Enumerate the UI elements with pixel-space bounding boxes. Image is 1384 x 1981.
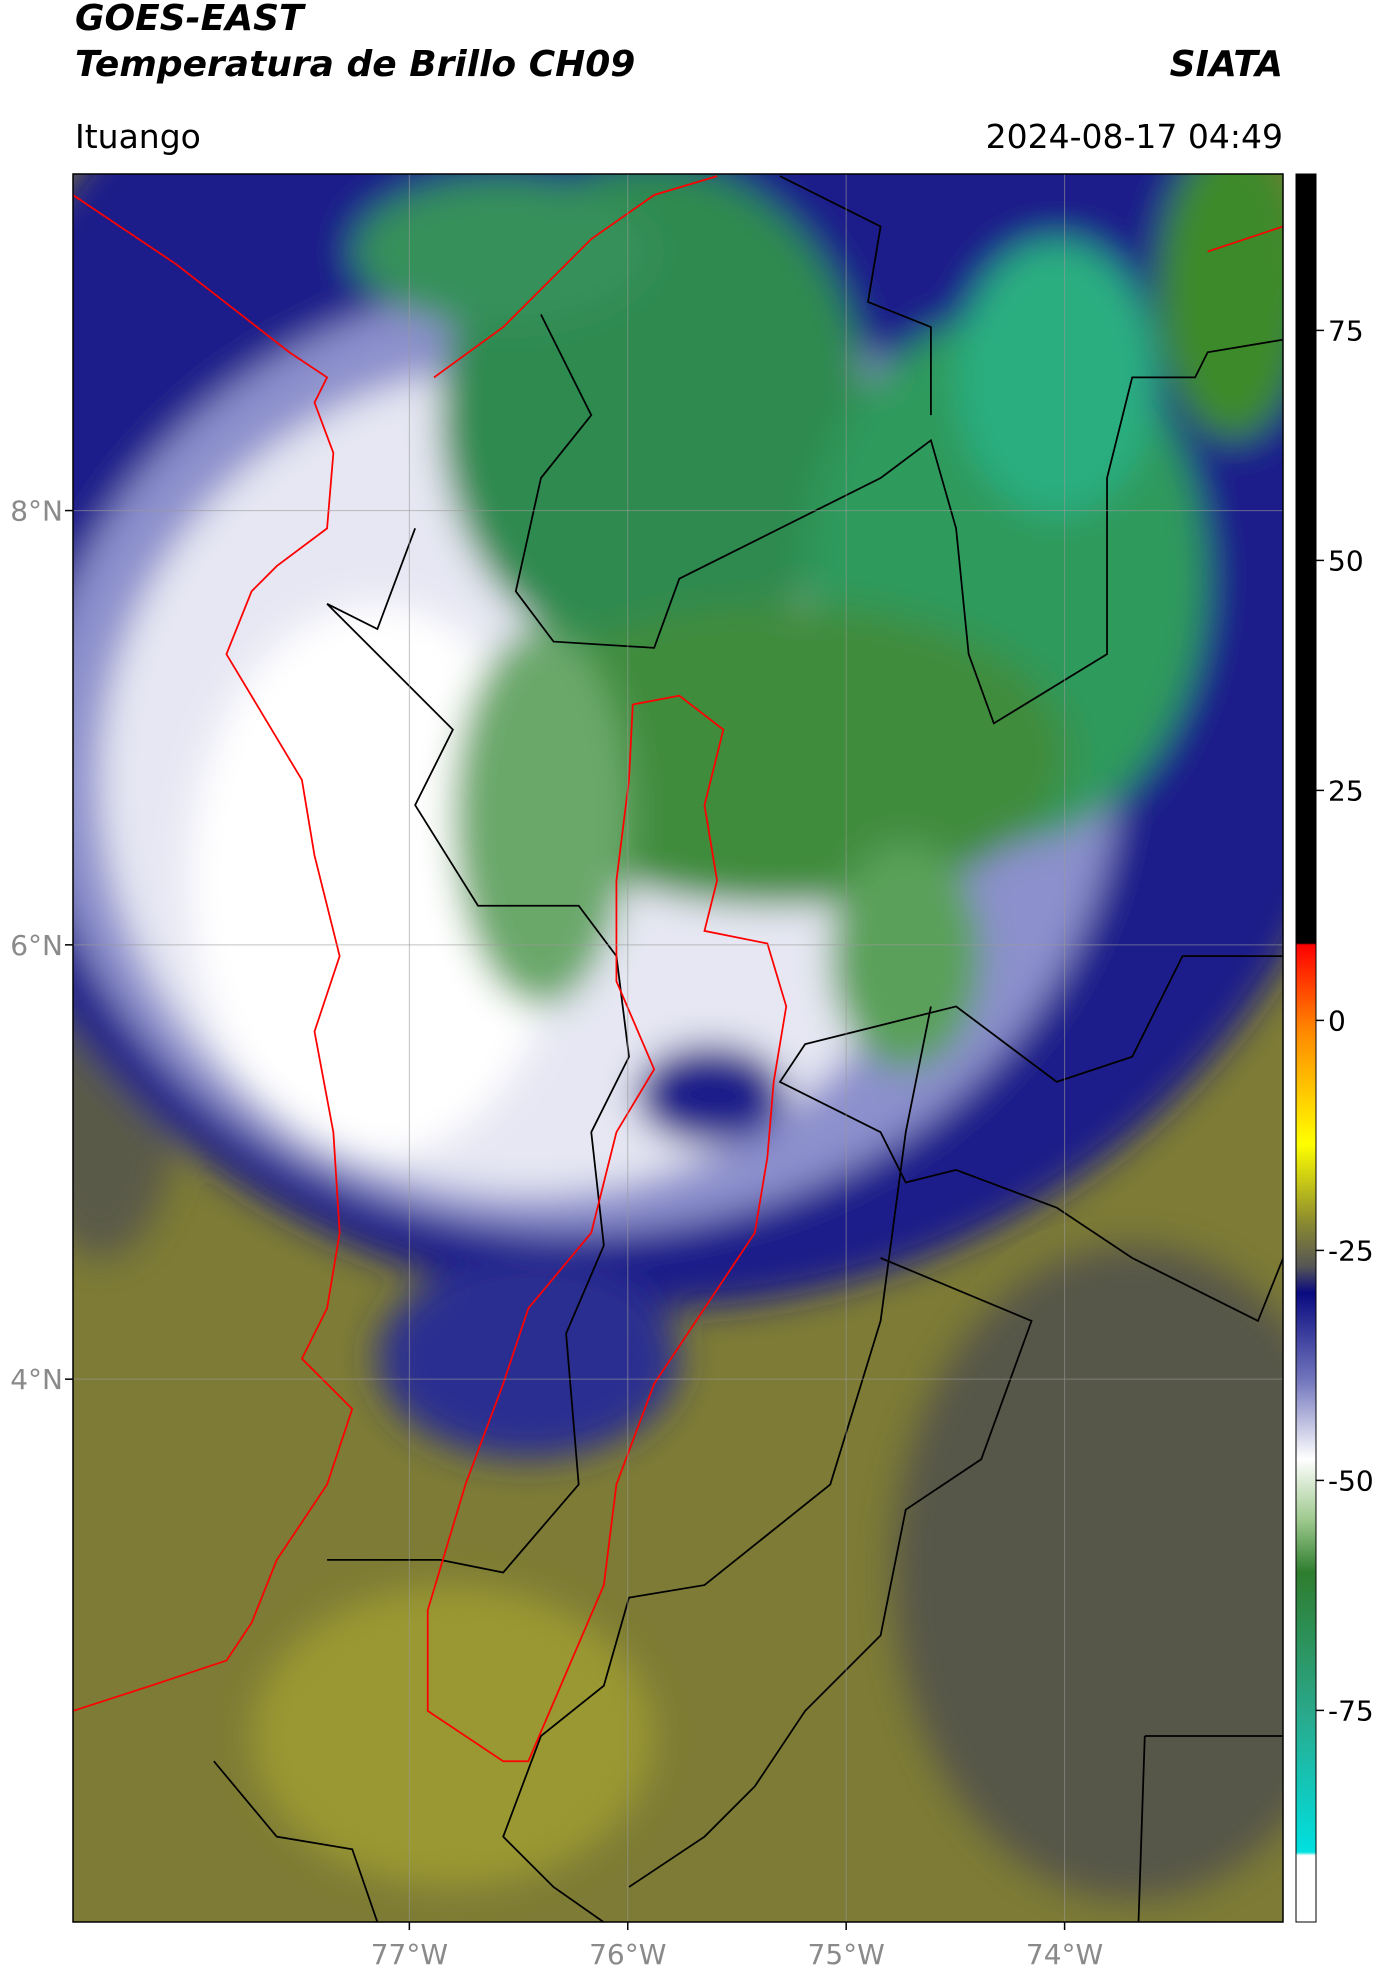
x-tick-label: 77°W (371, 1938, 448, 1971)
colorbar-tick-label: 50 (1328, 544, 1364, 577)
colorbar-tick-label: -25 (1328, 1234, 1374, 1267)
map-image (73, 174, 1283, 1922)
y-tick-label: 8°N (10, 495, 63, 528)
x-tick-label: 74°W (1026, 1938, 1103, 1971)
colorbar-tick-label: 0 (1328, 1004, 1346, 1037)
source: SIATA (1170, 44, 1283, 85)
colorbar-tick-label: 75 (1328, 314, 1364, 347)
subtitle: Temperatura de Brillo CH09 (75, 44, 635, 85)
colorbar-tick-label: -75 (1328, 1694, 1374, 1727)
datetime: 2024-08-17 04:49 (986, 117, 1283, 156)
x-tick-label: 76°W (589, 1938, 666, 1971)
grid (73, 174, 1283, 1922)
title: GOES-EAST (75, 0, 306, 39)
colorbar-tick-label: -50 (1328, 1464, 1374, 1497)
map-frame (72, 173, 1284, 1923)
x-tick-label: 75°W (808, 1938, 885, 1971)
colorbar (1295, 173, 1317, 1923)
y-tick-label: 6°N (10, 929, 63, 962)
colorbar-tick-label: 25 (1328, 774, 1364, 807)
location: Ituango (75, 117, 201, 156)
y-tick-label: 4°N (10, 1363, 63, 1396)
